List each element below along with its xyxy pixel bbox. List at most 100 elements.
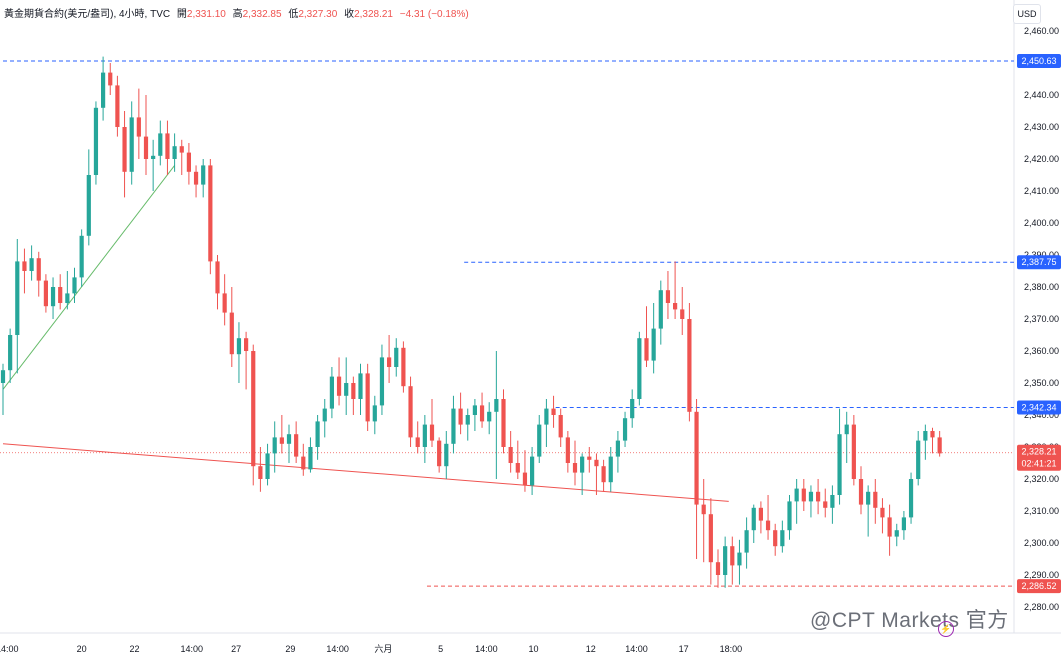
price-line-label-bg xyxy=(1017,255,1061,270)
candle xyxy=(372,405,377,422)
symbol-title: 黃金期貨合約(美元/盎司), 4小時, TVC xyxy=(4,9,171,20)
candle xyxy=(465,415,470,425)
candle xyxy=(315,421,320,447)
price-line-label-bg xyxy=(1017,579,1061,594)
candle xyxy=(594,459,599,467)
y-tick-label: 2,440.00 xyxy=(1024,90,1059,100)
candles xyxy=(0,56,942,588)
candle xyxy=(873,491,878,508)
candle xyxy=(401,347,406,387)
candle xyxy=(236,338,242,355)
price-line-label-bg xyxy=(1017,53,1061,68)
x-tick-label: 12 xyxy=(586,644,596,654)
y-tick-label: 2,320.00 xyxy=(1024,474,1059,484)
time-axis[interactable]: 14:00 20 22 14:00 27 29 14:00 六月 5 14:00 10 12 14:00… xyxy=(0,643,742,654)
close-label: 收 xyxy=(344,9,355,20)
x-tick-label: 5 xyxy=(438,644,443,654)
candle xyxy=(780,530,785,547)
lightning-icon[interactable]: ⚡ xyxy=(938,621,954,637)
candle xyxy=(365,373,370,422)
candle xyxy=(937,437,942,454)
low-value: 2,327.30 xyxy=(298,9,338,20)
candle xyxy=(208,165,213,262)
candle xyxy=(665,290,671,303)
x-tick-label: 14:00 xyxy=(180,644,203,654)
candle xyxy=(544,408,549,425)
candle xyxy=(472,405,477,415)
candle xyxy=(265,453,270,479)
candle xyxy=(737,552,742,566)
candle xyxy=(551,408,556,415)
candle xyxy=(916,440,921,479)
candle xyxy=(193,171,199,185)
y-tick-label: 2,370.00 xyxy=(1024,314,1059,324)
x-tick-label: 14:00 xyxy=(326,644,349,654)
candle xyxy=(251,351,256,467)
candle xyxy=(608,456,613,483)
candle xyxy=(708,514,713,563)
candle xyxy=(451,408,456,444)
candle xyxy=(15,261,20,335)
candle xyxy=(408,386,413,438)
candle xyxy=(22,261,27,271)
y-tick-label: 2,380.00 xyxy=(1024,282,1059,292)
candle xyxy=(808,491,814,502)
candle xyxy=(79,235,84,278)
candle xyxy=(344,383,349,396)
candle xyxy=(50,287,56,307)
candle xyxy=(222,293,227,313)
candle xyxy=(387,357,392,367)
y-tick-label: 2,400.00 xyxy=(1024,218,1059,228)
y-tick-label: 2,310.00 xyxy=(1024,506,1059,516)
candle xyxy=(479,405,485,422)
candle xyxy=(458,408,463,425)
candle xyxy=(129,117,134,172)
candle xyxy=(858,479,864,505)
y-tick-label: 2,360.00 xyxy=(1024,346,1059,356)
candle xyxy=(172,146,177,159)
candle xyxy=(494,399,499,412)
grid xyxy=(0,0,1061,634)
candle xyxy=(508,447,513,463)
candle xyxy=(58,287,63,303)
candle xyxy=(773,530,778,547)
candle xyxy=(515,463,520,473)
candle xyxy=(894,530,899,537)
candle xyxy=(294,434,299,457)
candle xyxy=(787,501,792,531)
candle xyxy=(765,520,771,531)
candle xyxy=(644,338,649,361)
candle xyxy=(501,399,506,447)
candle xyxy=(143,136,149,159)
currency-button[interactable]: USD xyxy=(1013,4,1041,24)
candle xyxy=(887,517,892,537)
candle xyxy=(837,434,842,495)
y-tick-label: 2,430.00 xyxy=(1024,122,1059,132)
current-price-label: 2,328.21 xyxy=(1021,447,1056,457)
y-tick-label: 2,410.00 xyxy=(1024,186,1059,196)
candle xyxy=(115,85,120,127)
candle xyxy=(630,399,635,419)
candle xyxy=(229,312,234,355)
trendline xyxy=(2,165,175,390)
candle xyxy=(215,261,220,294)
symbol-legend: 黃金期貨合約(美元/盎司), 4小時, TVC 開2,331.10 高2,332… xyxy=(4,5,469,20)
y-tick-label: 2,290.00 xyxy=(1024,570,1059,580)
price-axis[interactable]: 2,280.00 2,290.00 2,300.00 2,310.00 2,320.00… xyxy=(1024,26,1059,612)
x-tick-label: 20 xyxy=(77,644,87,654)
y-tick-label: 2,390.00 xyxy=(1024,250,1059,260)
candle xyxy=(444,443,449,467)
candle xyxy=(65,293,70,303)
candle xyxy=(329,376,334,409)
candle xyxy=(816,491,821,502)
candle xyxy=(744,530,749,553)
low-label: 低 xyxy=(288,9,299,20)
candle xyxy=(93,107,99,175)
candle xyxy=(301,456,306,470)
price-line-label-bg xyxy=(1017,400,1061,415)
y-tick-label: 2,350.00 xyxy=(1024,378,1059,388)
candle xyxy=(158,133,163,156)
candle xyxy=(901,517,906,531)
x-tick-label: 14:00 xyxy=(625,644,648,654)
